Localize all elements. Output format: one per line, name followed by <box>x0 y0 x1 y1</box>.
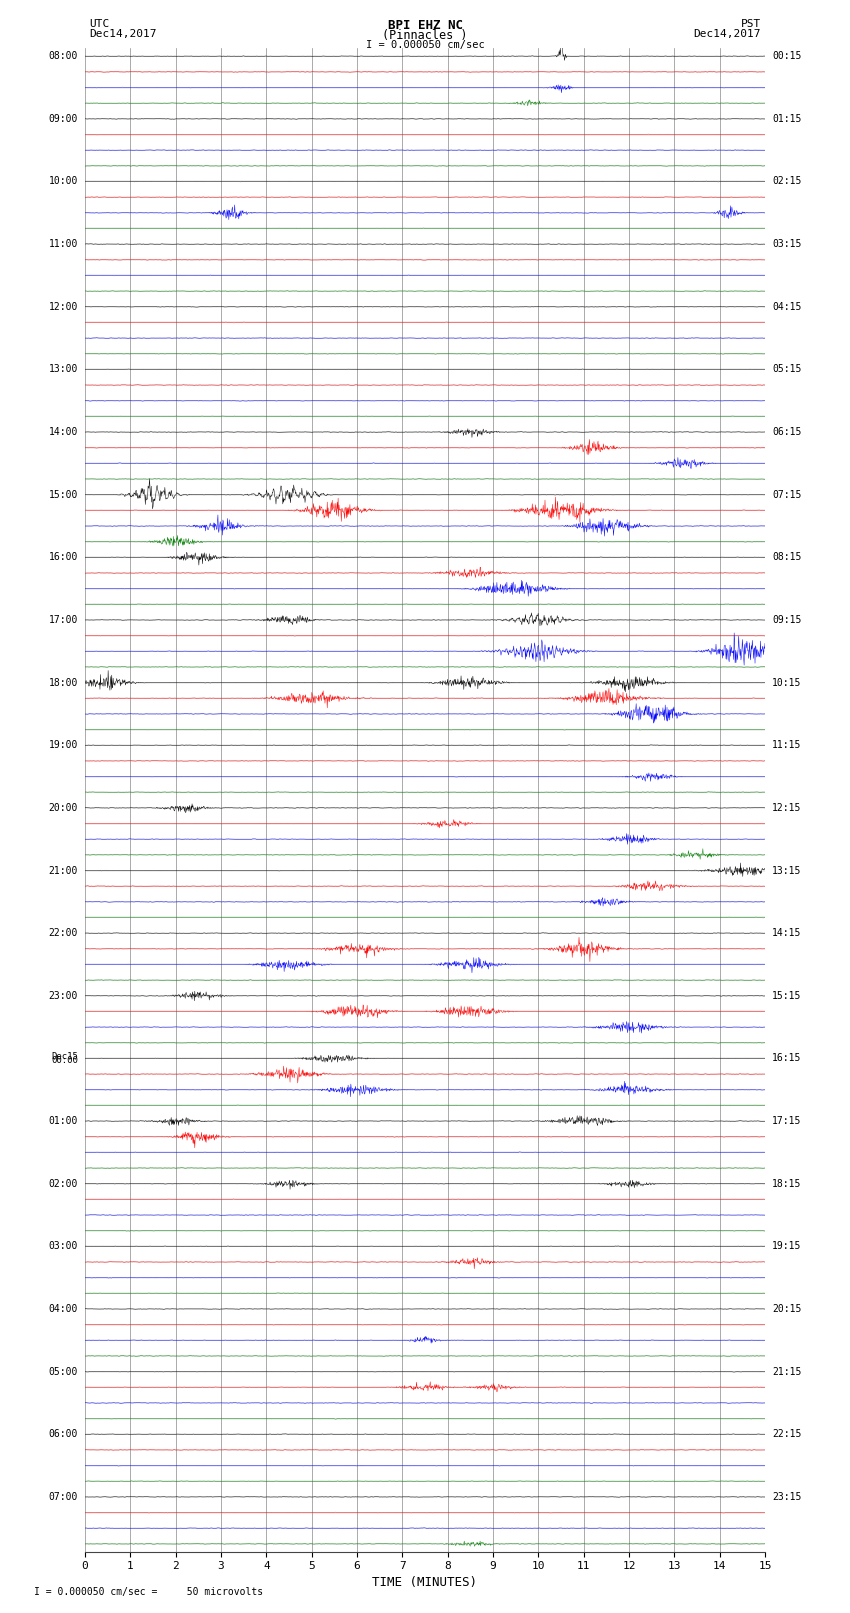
Text: 05:15: 05:15 <box>772 365 802 374</box>
Text: 09:15: 09:15 <box>772 615 802 624</box>
Text: 10:00: 10:00 <box>48 176 78 187</box>
Text: BPI EHZ NC: BPI EHZ NC <box>388 19 462 32</box>
Text: 10:15: 10:15 <box>772 677 802 687</box>
Text: 03:15: 03:15 <box>772 239 802 248</box>
Text: Dec15: Dec15 <box>51 1052 78 1061</box>
Text: Dec14,2017: Dec14,2017 <box>694 29 761 39</box>
Text: 21:15: 21:15 <box>772 1366 802 1376</box>
Text: 22:15: 22:15 <box>772 1429 802 1439</box>
Text: 13:15: 13:15 <box>772 866 802 876</box>
Text: 08:15: 08:15 <box>772 552 802 563</box>
Text: 02:15: 02:15 <box>772 176 802 187</box>
Text: PST: PST <box>740 19 761 29</box>
Text: 09:00: 09:00 <box>48 115 78 124</box>
Text: 16:15: 16:15 <box>772 1053 802 1063</box>
Text: 03:00: 03:00 <box>48 1242 78 1252</box>
Text: 04:00: 04:00 <box>48 1303 78 1315</box>
Text: 22:00: 22:00 <box>48 927 78 939</box>
Text: 20:15: 20:15 <box>772 1303 802 1315</box>
Text: I = 0.000050 cm/sec: I = 0.000050 cm/sec <box>366 40 484 50</box>
Text: 23:15: 23:15 <box>772 1492 802 1502</box>
Text: 00:15: 00:15 <box>772 52 802 61</box>
Text: 15:15: 15:15 <box>772 990 802 1000</box>
Text: 07:15: 07:15 <box>772 490 802 500</box>
Text: Dec14,2017: Dec14,2017 <box>89 29 156 39</box>
Text: 23:00: 23:00 <box>48 990 78 1000</box>
Text: 14:00: 14:00 <box>48 427 78 437</box>
Text: I = 0.000050 cm/sec =     50 microvolts: I = 0.000050 cm/sec = 50 microvolts <box>34 1587 264 1597</box>
Text: 18:00: 18:00 <box>48 677 78 687</box>
Text: 11:15: 11:15 <box>772 740 802 750</box>
Text: 01:15: 01:15 <box>772 115 802 124</box>
Text: 19:00: 19:00 <box>48 740 78 750</box>
Text: 12:15: 12:15 <box>772 803 802 813</box>
Text: 21:00: 21:00 <box>48 866 78 876</box>
Text: 06:15: 06:15 <box>772 427 802 437</box>
Text: 11:00: 11:00 <box>48 239 78 248</box>
Text: 17:00: 17:00 <box>48 615 78 624</box>
Text: 15:00: 15:00 <box>48 490 78 500</box>
X-axis label: TIME (MINUTES): TIME (MINUTES) <box>372 1576 478 1589</box>
Text: 05:00: 05:00 <box>48 1366 78 1376</box>
Text: 04:15: 04:15 <box>772 302 802 311</box>
Text: 01:00: 01:00 <box>48 1116 78 1126</box>
Text: 12:00: 12:00 <box>48 302 78 311</box>
Text: (Pinnacles ): (Pinnacles ) <box>382 29 468 42</box>
Text: 20:00: 20:00 <box>48 803 78 813</box>
Text: 19:15: 19:15 <box>772 1242 802 1252</box>
Text: 18:15: 18:15 <box>772 1179 802 1189</box>
Text: 16:00: 16:00 <box>48 552 78 563</box>
Text: 02:00: 02:00 <box>48 1179 78 1189</box>
Text: 00:00: 00:00 <box>51 1057 78 1065</box>
Text: 06:00: 06:00 <box>48 1429 78 1439</box>
Text: 14:15: 14:15 <box>772 927 802 939</box>
Text: 08:00: 08:00 <box>48 52 78 61</box>
Text: 13:00: 13:00 <box>48 365 78 374</box>
Text: 07:00: 07:00 <box>48 1492 78 1502</box>
Text: 17:15: 17:15 <box>772 1116 802 1126</box>
Text: UTC: UTC <box>89 19 110 29</box>
